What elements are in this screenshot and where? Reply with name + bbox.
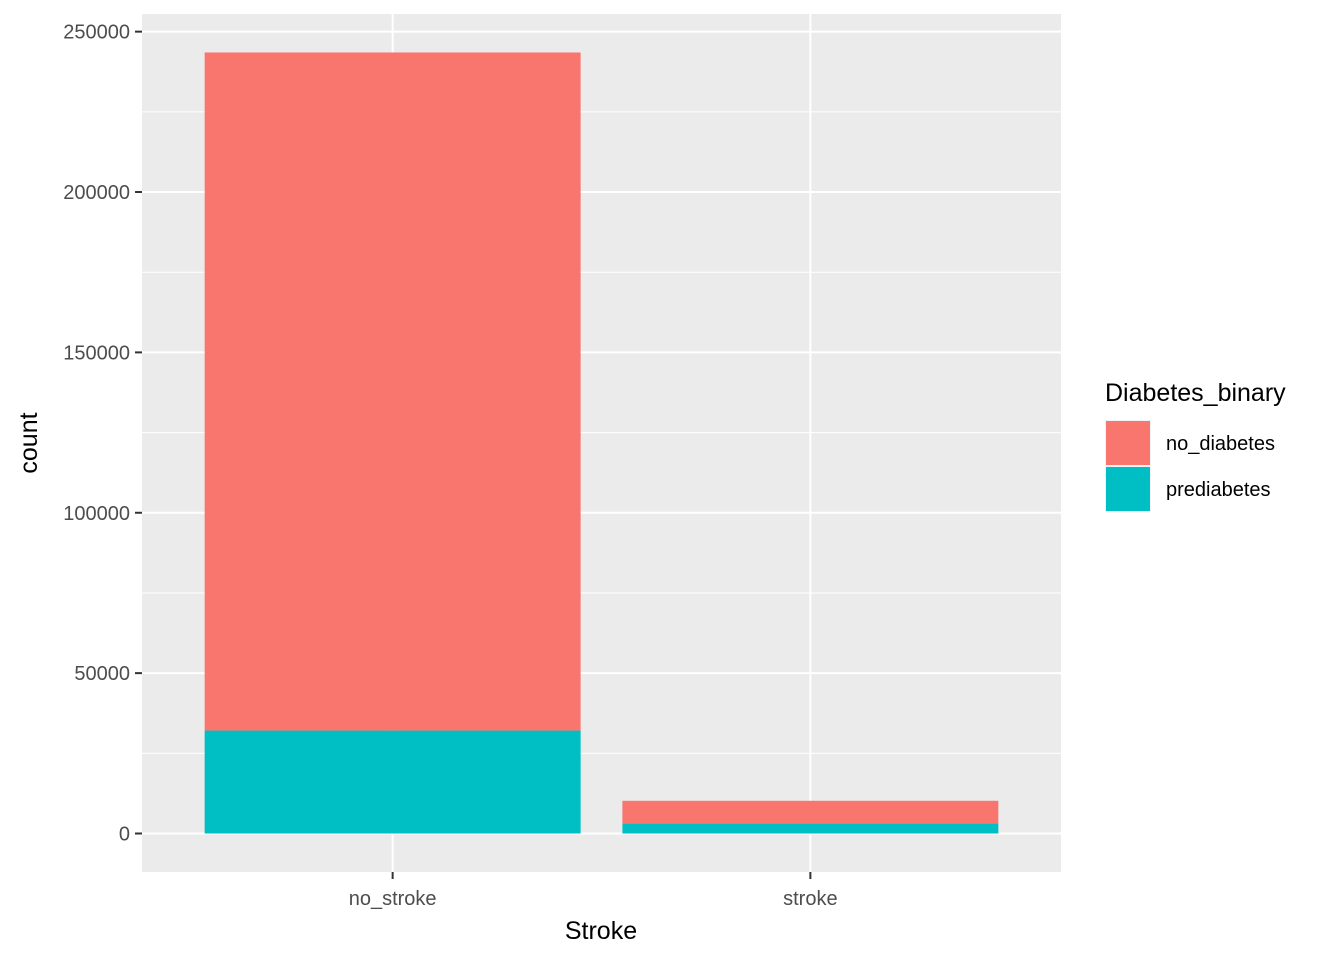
legend: Diabetes_binary no_diabetes prediabetes [1105, 379, 1286, 512]
y-tick-label: 0 [119, 824, 130, 846]
legend-swatch-no_diabetes [1106, 421, 1150, 465]
bars [204, 52, 999, 834]
bar-no_diabetes-no_stroke [204, 52, 581, 731]
y-tick-label: 200000 [63, 182, 130, 204]
legend-title: Diabetes_binary [1105, 379, 1286, 407]
x-axis: no_stroke stroke [349, 872, 838, 910]
y-tick-label: 150000 [63, 342, 130, 364]
x-tick-label: stroke [783, 888, 837, 910]
legend-label: prediabetes [1166, 479, 1271, 501]
bar-no_diabetes-stroke [622, 800, 999, 824]
x-axis-title: Stroke [565, 917, 637, 945]
legend-label: no_diabetes [1166, 433, 1275, 455]
legend-swatch-prediabetes [1106, 467, 1150, 511]
bar-prediabetes-no_stroke [204, 730, 581, 834]
y-tick-label: 50000 [74, 663, 130, 685]
y-tick-label: 100000 [63, 503, 130, 525]
y-axis-title: count [15, 412, 43, 473]
x-tick-label: no_stroke [349, 888, 437, 910]
y-axis: 0 50000 100000 150000 200000 250000 [63, 22, 142, 846]
y-tick-label: 250000 [63, 22, 130, 44]
bar-prediabetes-stroke [622, 823, 999, 834]
